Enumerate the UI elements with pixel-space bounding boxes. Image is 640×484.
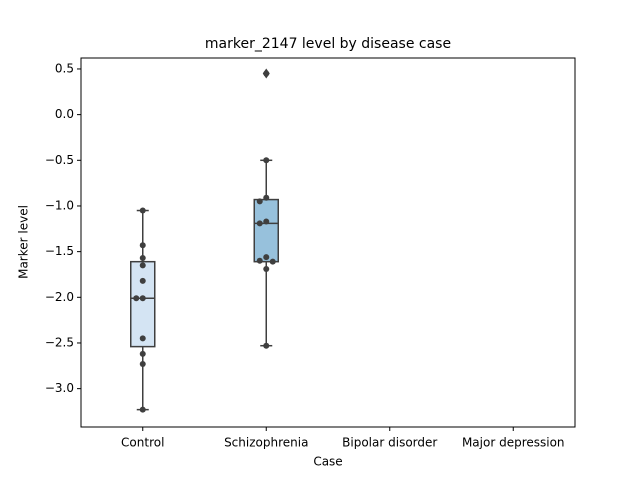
box xyxy=(253,198,279,263)
data-point xyxy=(263,254,270,261)
data-point xyxy=(139,277,146,284)
y-axis-label: Marker level xyxy=(17,205,31,279)
x-tick-label: Major depression xyxy=(462,436,565,450)
x-tick-label: Bipolar disorder xyxy=(342,436,437,450)
y-tick-label: −1.5 xyxy=(45,244,74,258)
box xyxy=(130,260,156,348)
y-tick-label: −2.5 xyxy=(45,335,74,349)
data-point xyxy=(256,198,263,205)
data-point xyxy=(263,265,270,272)
data-point xyxy=(263,194,270,201)
data-point xyxy=(263,218,270,225)
data-point xyxy=(139,350,146,357)
data-point xyxy=(256,257,263,264)
chart-title: marker_2147 level by disease case xyxy=(205,36,451,52)
data-point xyxy=(139,335,146,342)
data-point xyxy=(256,220,263,227)
y-tick-label: −3.0 xyxy=(45,381,74,395)
x-tick-label: Schizophrenia xyxy=(224,436,308,450)
y-tick-label: 0.5 xyxy=(55,61,74,75)
data-point xyxy=(269,258,276,265)
data-point xyxy=(263,157,270,164)
y-tick-label: −1.0 xyxy=(45,198,74,212)
data-point xyxy=(139,242,146,249)
data-point xyxy=(139,406,146,413)
data-point xyxy=(139,207,146,214)
y-tick-label: 0.0 xyxy=(55,107,74,121)
data-point xyxy=(133,295,140,302)
x-axis-label: Case xyxy=(313,455,342,469)
data-point xyxy=(139,295,146,302)
data-point xyxy=(139,262,146,269)
data-point xyxy=(139,360,146,367)
y-tick-label: −0.5 xyxy=(45,153,74,167)
data-point xyxy=(263,342,270,349)
x-tick-label: Control xyxy=(121,436,164,450)
data-point xyxy=(139,255,146,262)
plot-frame xyxy=(80,57,576,428)
y-tick-label: −2.0 xyxy=(45,290,74,304)
data-point xyxy=(263,70,270,77)
